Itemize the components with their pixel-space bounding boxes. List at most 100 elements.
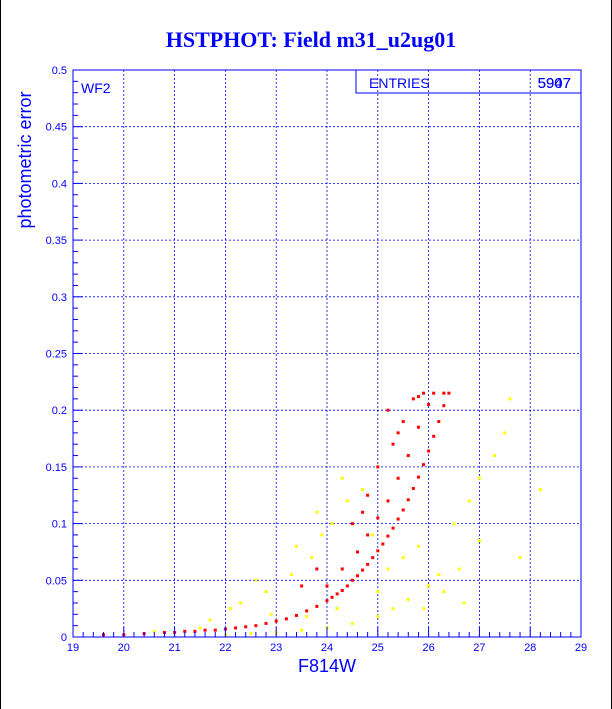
red-point (345, 584, 349, 588)
red-point (391, 442, 395, 446)
y-tick-label: 0.4 (52, 178, 67, 190)
red-point (234, 626, 238, 630)
y-axis-ticks: 0 0.05 0.1 0.15 0.2 0.25 0.3 0.35 0.4 0.45 0.5 (46, 65, 83, 644)
yellow-point (254, 578, 258, 582)
x-tick-label: 20 (118, 642, 130, 654)
y-tick-label: 0.25 (46, 349, 67, 361)
stats-entries-label: ENTRIES (369, 75, 430, 91)
red-point (432, 391, 436, 395)
red-point (350, 578, 354, 582)
yellow-point (289, 573, 293, 577)
y-tick-label: 0.05 (46, 575, 67, 587)
y-tick-label: 0.2 (52, 405, 67, 417)
red-point (366, 562, 370, 566)
x-tick-label: 24 (321, 642, 333, 654)
yellow-point (376, 590, 380, 594)
red-point (366, 533, 370, 537)
yellow-point (477, 476, 481, 480)
red-point (295, 613, 299, 617)
y-tick-label: 0.35 (46, 235, 67, 247)
red-point (376, 549, 380, 553)
red-point (447, 391, 451, 395)
red-point (442, 404, 446, 408)
red-point (432, 434, 436, 438)
y-tick-label: 0.15 (46, 462, 67, 474)
red-point (427, 449, 431, 453)
yellow-point (340, 476, 344, 480)
yellow-point (452, 522, 456, 526)
yellow-point (208, 618, 212, 622)
red-point (264, 621, 268, 625)
yellow-point (269, 612, 273, 616)
x-tick-label: 26 (422, 642, 434, 654)
yellow-point (295, 544, 299, 548)
red-point (422, 391, 426, 395)
yellow-point (462, 601, 466, 605)
yellow-point (310, 556, 314, 560)
red-point (325, 584, 329, 588)
yellow-point (493, 454, 497, 458)
red-point (437, 420, 441, 424)
red-point (416, 395, 420, 399)
yellow-point (249, 632, 253, 636)
yellow-point (386, 567, 390, 571)
yellow-point (228, 607, 232, 611)
yellow-point (437, 573, 441, 577)
y-tick-label: 0.45 (46, 122, 67, 134)
stats-entries-value: 5907 (538, 75, 571, 92)
y-tick-label: 0.5 (52, 65, 67, 77)
red-point (371, 556, 375, 560)
yellow-point (467, 499, 471, 503)
red-point (315, 604, 319, 608)
yellow-point (427, 584, 431, 588)
x-tick-label: 25 (372, 642, 384, 654)
yellow-point (335, 607, 339, 611)
red-point (254, 624, 258, 628)
x-tick-label: 19 (67, 642, 79, 654)
yellow-point (264, 590, 268, 594)
red-point (386, 408, 390, 412)
y-tick-label: 0 (61, 632, 67, 644)
yellow-point (361, 488, 365, 492)
yellow-point (442, 590, 446, 594)
red-point (366, 493, 370, 497)
yellow-point (391, 607, 395, 611)
x-tick-label: 29 (575, 642, 587, 654)
red-point (386, 534, 390, 538)
yellow-point (376, 615, 380, 619)
y-tick-label: 0.3 (52, 292, 67, 304)
yellow-point (477, 539, 481, 543)
yellow-point (518, 556, 522, 560)
x-tick-label: 22 (219, 642, 231, 654)
yellow-point (508, 397, 512, 401)
red-point (381, 542, 385, 546)
red-point (330, 595, 334, 599)
yellow-point (315, 510, 319, 514)
red-point (305, 609, 309, 613)
yellow-point (350, 621, 354, 625)
red-point (284, 617, 288, 621)
x-tick-label: 21 (168, 642, 180, 654)
yellow-point (305, 615, 309, 619)
red-point (422, 463, 426, 467)
chart-title: HSTPHOT: Field m31_u2ug01 (166, 27, 457, 52)
red-point (391, 526, 395, 530)
red-point (183, 629, 187, 633)
red-point (406, 454, 410, 458)
red-point (244, 625, 248, 629)
red-point (350, 522, 354, 526)
yellow-point (152, 629, 156, 633)
x-tick-label: 27 (473, 642, 485, 654)
red-point (411, 486, 415, 490)
yellow-point (345, 499, 349, 503)
stats-entries-value-overprint: 5947 (538, 75, 571, 92)
red-point (315, 567, 319, 571)
yellow-point (503, 431, 507, 435)
yellow-point (330, 522, 334, 526)
yellow-point (300, 628, 304, 632)
red-point (386, 499, 390, 503)
yellow-point (422, 607, 426, 611)
red-point (340, 567, 344, 571)
